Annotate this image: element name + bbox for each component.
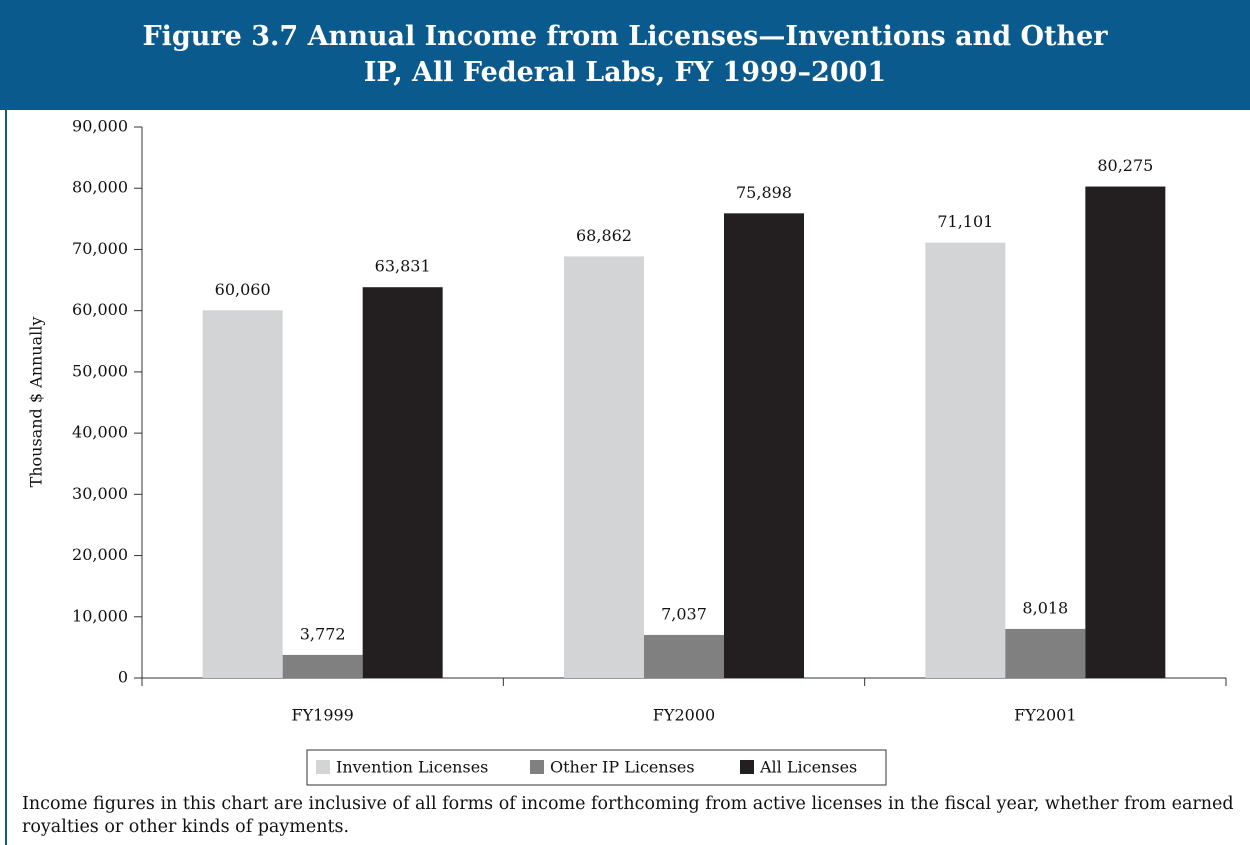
bar <box>282 654 363 678</box>
bar <box>925 242 1006 679</box>
y-tick-label: 40,000 <box>72 423 128 442</box>
value-label: 8,018 <box>1022 598 1068 617</box>
y-tick-label: 70,000 <box>72 239 128 258</box>
legend-box <box>306 749 887 786</box>
note: Income figures in this chart are inclusi… <box>22 794 1234 837</box>
chart: Thousand $ Annually 0 10,000 20,000 30,000 4… <box>27 117 1227 786</box>
y-tick-label: 20,000 <box>72 545 128 564</box>
y-tick-label: 0 <box>118 668 128 687</box>
bar <box>724 213 804 678</box>
chart-title: Figure 3.7 Annual Income from Licenses—I… <box>142 21 1108 88</box>
title-banner: Figure 3.7 Annual Income from Licenses—I… <box>0 0 1250 110</box>
legend-label: Invention Licenses <box>336 758 488 777</box>
y-axis-label: Thousand $ Annually <box>27 317 46 488</box>
value-label: 80,275 <box>1097 156 1153 175</box>
value-label: 60,060 <box>215 280 271 299</box>
legend-label: Other IP Licenses <box>550 758 695 777</box>
value-label: 71,101 <box>937 212 993 231</box>
legend-swatch <box>316 760 330 774</box>
value-label: 7,037 <box>661 604 707 623</box>
legend-swatch <box>530 760 544 774</box>
legend-swatch <box>740 760 754 774</box>
value-label: 75,898 <box>736 183 792 202</box>
bar <box>202 310 283 678</box>
x-tick-label: FY2001 <box>1014 706 1076 725</box>
left-border <box>5 110 7 845</box>
legend-label: All Licenses <box>759 758 857 777</box>
y-tick-label: 60,000 <box>72 300 128 319</box>
value-label: 63,831 <box>375 257 431 276</box>
bar <box>1085 186 1166 678</box>
y-tick-label: 50,000 <box>72 361 128 380</box>
y-tick-label: 80,000 <box>72 178 128 197</box>
value-label: 3,772 <box>300 624 346 643</box>
bar <box>362 287 443 678</box>
y-tick-label: 30,000 <box>72 484 128 503</box>
bar <box>564 256 644 678</box>
y-tick-label: 10,000 <box>72 606 128 625</box>
bar <box>1005 628 1086 678</box>
value-label: 68,862 <box>576 226 632 245</box>
bar <box>644 634 724 678</box>
x-tick-label: FY2000 <box>653 706 715 725</box>
y-tick-label: 90,000 <box>72 117 128 136</box>
x-tick-label: FY1999 <box>291 706 353 725</box>
